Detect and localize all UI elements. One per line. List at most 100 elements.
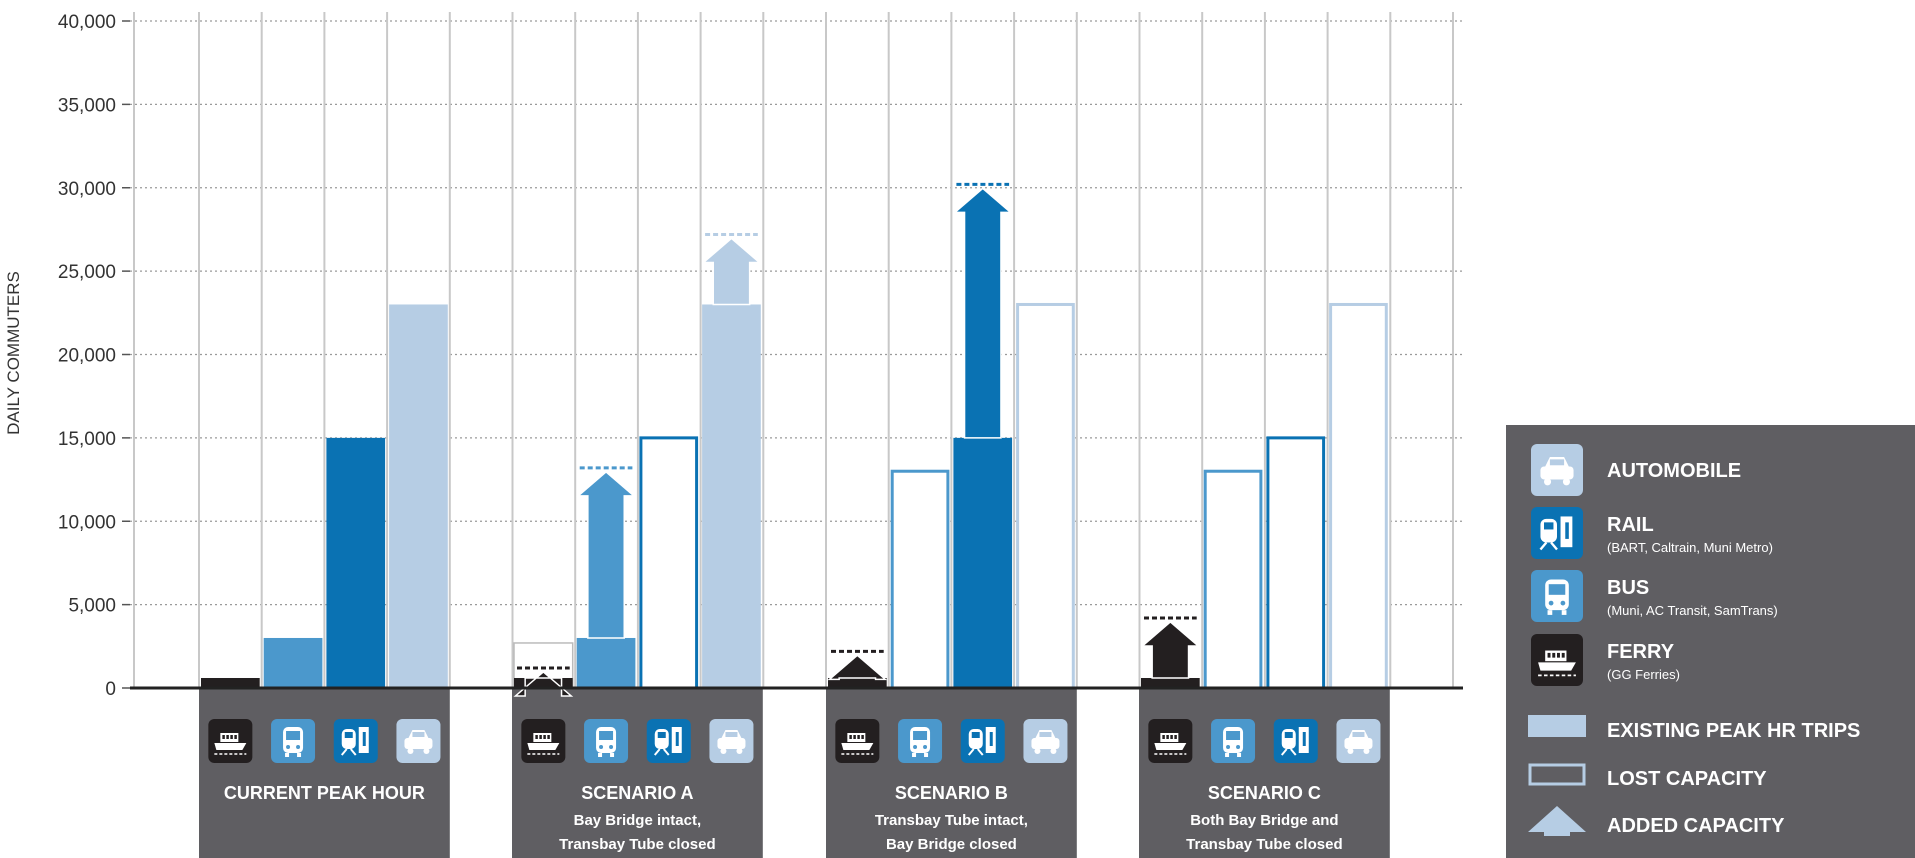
legend-item: AUTOMOBILE	[1531, 444, 1741, 496]
y-tick-label: 20,000	[58, 346, 116, 367]
car-wheel	[720, 748, 727, 754]
y-tick-label: 15,000	[58, 429, 116, 450]
ferry-window	[535, 735, 538, 739]
bus-wheel	[912, 753, 917, 757]
car-icon	[709, 719, 754, 763]
group-title: SCENARIO A	[581, 783, 693, 803]
ferry-window	[1547, 652, 1551, 658]
bus-light	[296, 745, 301, 749]
ferry-window	[234, 735, 237, 739]
bar-rail	[326, 437, 386, 688]
car-body	[1031, 738, 1060, 749]
y-axis-ticks: 0 5,000 10,000 15,000 20,000 25,000 30,000 35,0…	[58, 12, 130, 700]
group-title: SCENARIO B	[895, 783, 1008, 803]
group-panel: SCENARIO C Both Bay Bridge and Transbay Tu…	[1139, 688, 1390, 858]
bus-wheel	[924, 753, 929, 757]
ferry-window	[1162, 735, 1165, 739]
ferry-window	[1552, 652, 1556, 658]
car-body	[1540, 466, 1574, 480]
bus-light	[609, 745, 614, 749]
group-subtitle: Bay Bridge closed	[886, 836, 1017, 853]
added-arrow-icon	[1528, 806, 1586, 836]
added-capacity-arrow	[827, 654, 888, 681]
train-window	[657, 732, 666, 738]
car-wheel	[1034, 748, 1041, 754]
ferry-hull	[841, 743, 874, 750]
bus-light	[599, 745, 604, 749]
group-panel: SCENARIO B Transbay Tube intact, Bay Bridg…	[826, 688, 1077, 858]
bus-icon	[1531, 570, 1583, 622]
bus-light	[1548, 600, 1554, 606]
ferry-icon	[1148, 719, 1193, 763]
train-door-slot	[989, 732, 993, 746]
car-body	[717, 738, 746, 749]
ferry-hull	[527, 743, 560, 750]
bus-icon	[898, 719, 943, 763]
legend-item: LOST CAPACITY	[1528, 763, 1767, 790]
car-window	[1549, 459, 1565, 466]
bus-light	[1560, 600, 1566, 606]
bar-bus	[1203, 469, 1263, 690]
legend-label: EXISTING PEAK HR TRIPS	[1607, 720, 1860, 742]
panel-background	[826, 688, 1077, 858]
bar-automobile	[1016, 302, 1075, 690]
ferry-window	[1174, 735, 1177, 739]
y-tick-label: 0	[105, 679, 116, 700]
group-title: CURRENT PEAK HOUR	[224, 783, 425, 803]
car-window	[412, 732, 425, 737]
ferry-cabin	[533, 733, 552, 742]
added-capacity-arrow	[701, 237, 762, 306]
bar-ferry	[201, 677, 260, 688]
y-tick-label: 35,000	[58, 95, 116, 116]
ferry-cabin	[1160, 733, 1179, 742]
legend-item: FERRY (GG Ferries)	[1531, 634, 1680, 686]
group-panel: SCENARIO A Bay Bridge intact, Transbay Tub…	[512, 688, 763, 858]
legend-label: FERRY	[1607, 641, 1675, 663]
existing-trips-bar	[263, 637, 323, 688]
car-body	[404, 738, 433, 749]
legend: AUTOMOBILE RAIL (BART, Caltrain, Muni Metr…	[1506, 425, 1915, 858]
group-panel: CURRENT PEAK HOUR	[199, 688, 450, 858]
group-subtitle: Transbay Tube closed	[1186, 836, 1342, 853]
legend-item: ADDED CAPACITY	[1528, 806, 1785, 837]
ferry-cabin	[220, 733, 239, 742]
bar-automobile	[701, 232, 762, 688]
bus-icon	[1211, 719, 1256, 763]
ferry-window	[547, 735, 550, 739]
bus-window	[913, 731, 928, 740]
bus-window	[286, 731, 301, 740]
car-wheel	[423, 748, 430, 754]
existing-trips-bar	[828, 677, 887, 688]
existing-trips-bar	[576, 637, 636, 688]
ferry-window	[857, 735, 860, 739]
existing-trips-bar	[702, 304, 761, 688]
bar-automobile	[1329, 302, 1388, 690]
lost-capacity-bar	[1266, 436, 1326, 690]
panel-background	[512, 688, 763, 858]
group-panels: CURRENT PEAK HOUR SCENARIO A Bay Bridge in…	[199, 688, 1390, 858]
bus-window	[1548, 584, 1566, 595]
train-window	[1544, 522, 1554, 530]
bar-bus	[263, 637, 323, 688]
ferry-hull	[1154, 743, 1187, 750]
ferry-cabin	[1545, 650, 1567, 662]
ferry-window	[849, 735, 852, 739]
train-window	[1284, 732, 1293, 738]
bar-ferry	[513, 642, 574, 697]
legend-sublabel: (BART, Caltrain, Muni Metro)	[1607, 540, 1773, 555]
car-wheel	[1562, 478, 1571, 486]
ferry-window	[1561, 652, 1565, 658]
train-rails	[653, 748, 670, 756]
bars	[201, 182, 1388, 697]
bar-ferry	[1140, 616, 1201, 688]
bus-light	[913, 745, 918, 749]
legend-label: AUTOMOBILE	[1607, 460, 1741, 482]
column-lines	[133, 12, 1454, 688]
car-wheel	[407, 748, 414, 754]
y-tick-label: 5,000	[68, 596, 116, 617]
bus-light	[286, 745, 291, 749]
ferry-window	[861, 735, 864, 739]
existing-trips-bar	[953, 437, 1013, 688]
bus-light	[1236, 745, 1241, 749]
